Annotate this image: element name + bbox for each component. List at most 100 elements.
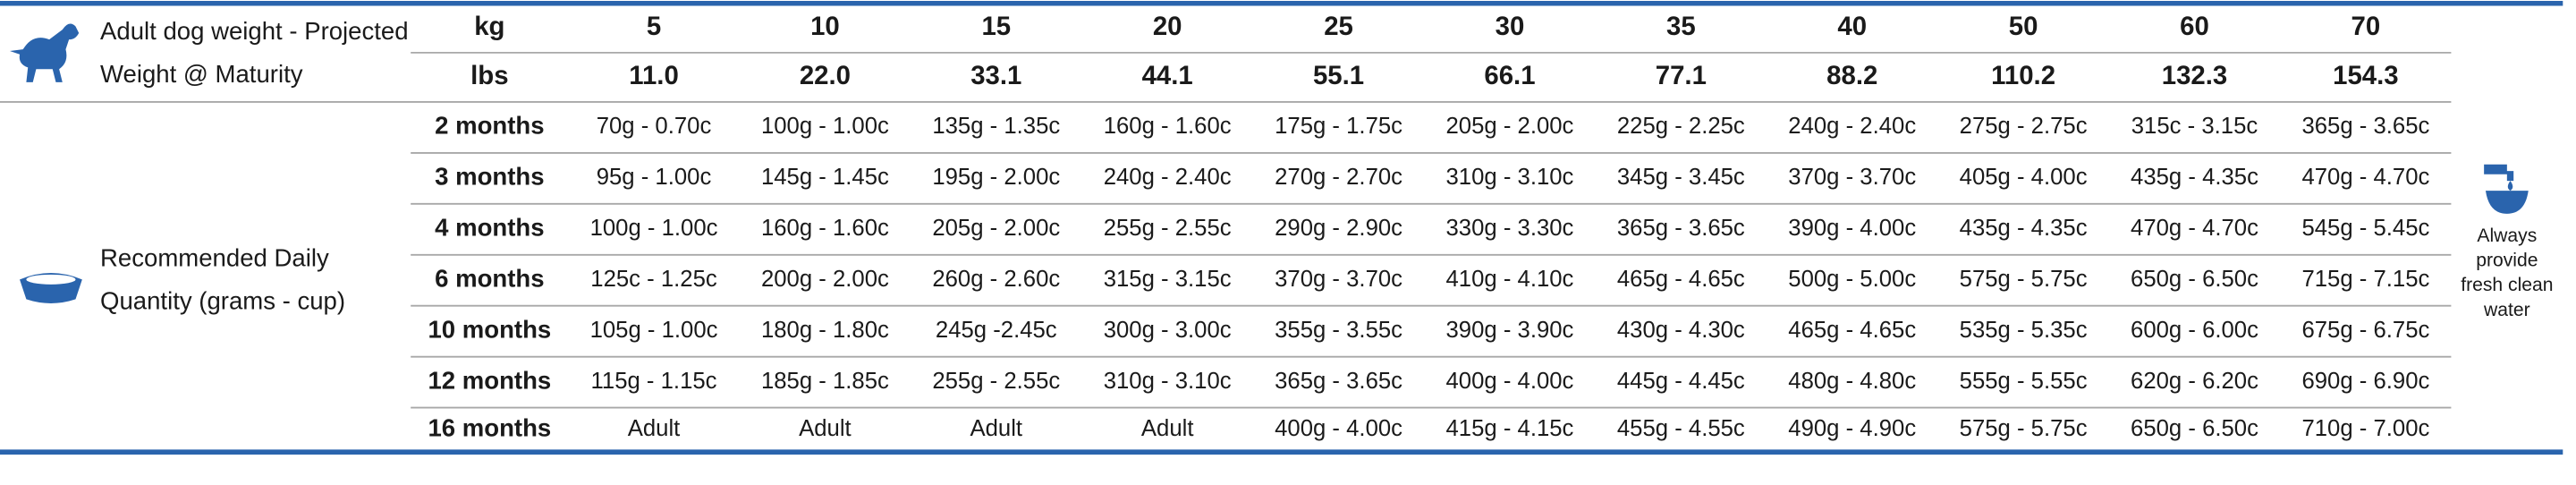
cell: 390g - 3.90c <box>1446 318 1574 343</box>
weight-label: Weight @ Maturity <box>100 60 303 88</box>
cell: 365g - 3.65c <box>2301 114 2429 139</box>
cell: 600g - 6.00c <box>2131 318 2258 343</box>
cell: 245g -2.45c <box>936 318 1057 343</box>
age-label: 3 months <box>435 163 544 191</box>
cell: 435g - 4.35c <box>1960 216 2088 241</box>
grid <box>0 51 2452 409</box>
kg-label: kg <box>474 12 504 41</box>
cell: 365g - 3.65c <box>1275 369 1402 394</box>
weight-label: Adult dog weight - Projected <box>100 17 409 45</box>
cell: 650g - 6.50c <box>2131 416 2258 441</box>
water-bowl-icon <box>2485 191 2529 214</box>
lbs-value: 110.2 <box>1991 61 2055 90</box>
cell: 405g - 4.00c <box>1960 165 2088 190</box>
quantity-label: Recommended Daily <box>100 244 329 272</box>
cell: 185g - 1.85c <box>761 369 889 394</box>
cell: 400g - 4.00c <box>1275 416 1402 441</box>
cell: 275g - 2.75c <box>1960 114 2088 139</box>
cell: 465g - 4.65c <box>1617 267 1745 292</box>
cell: 430g - 4.30c <box>1617 318 1745 343</box>
age-label: 12 months <box>428 366 551 394</box>
cell: 415g - 4.15c <box>1446 416 1574 441</box>
cell: 465g - 4.65c <box>1788 318 1916 343</box>
cell: 435g - 4.35c <box>2131 165 2258 190</box>
cell: 330g - 3.30c <box>1446 216 1574 241</box>
water-note: fresh clean <box>2461 275 2553 295</box>
cell: 470g - 4.70c <box>2131 216 2258 241</box>
cell: Adult <box>1141 416 1194 441</box>
cell: 545g - 5.45c <box>2301 216 2429 241</box>
lbs-label: lbs <box>470 61 508 90</box>
cell: 365g - 3.65c <box>1617 216 1745 241</box>
lbs-value: 44.1 <box>1142 61 1193 90</box>
lbs-value: 77.1 <box>1656 61 1707 90</box>
cell: 500g - 5.00c <box>1788 267 1916 292</box>
cell: 575g - 5.75c <box>1960 416 2088 441</box>
cell: 400g - 4.00c <box>1446 369 1574 394</box>
cell: 115g - 1.15c <box>591 369 717 394</box>
cell: 455g - 4.55c <box>1617 416 1745 441</box>
lbs-value: 33.1 <box>970 61 1021 90</box>
lbs-value: 132.3 <box>2162 61 2228 90</box>
cell: 95g - 1.00c <box>597 165 712 190</box>
kg-value: 25 <box>1324 12 1353 41</box>
cell: 195g - 2.00c <box>932 165 1060 190</box>
cell: 575g - 5.75c <box>1960 267 2088 292</box>
cell: Adult <box>970 416 1022 441</box>
cell: 175g - 1.75c <box>1275 114 1402 139</box>
cell: 620g - 6.20c <box>2131 369 2258 394</box>
lbs-value: 11.0 <box>629 61 679 90</box>
cell: 715g - 7.15c <box>2301 267 2429 292</box>
water-drop <box>2507 181 2513 191</box>
cell: 410g - 4.10c <box>1446 267 1574 292</box>
cell: 315g - 3.15c <box>1104 267 1232 292</box>
cell: 260g - 2.60c <box>932 267 1060 292</box>
age-label: 2 months <box>435 112 544 140</box>
tap-icon <box>2484 164 2514 182</box>
lbs-value: 88.2 <box>1826 61 1877 90</box>
cell: 445g - 4.45c <box>1617 369 1745 394</box>
kg-value: 35 <box>1666 12 1696 41</box>
cell: 125c - 1.25c <box>590 267 717 292</box>
cell: 105g - 1.00c <box>590 318 718 343</box>
lbs-value: 154.3 <box>2333 61 2399 90</box>
kg-value: 30 <box>1496 12 1525 41</box>
cell: 300g - 3.00c <box>1104 318 1232 343</box>
cell: 240g - 2.40c <box>1104 165 1232 190</box>
age-label: 16 months <box>428 414 551 442</box>
cell: 270g - 2.70c <box>1275 165 1402 190</box>
cell: 240g - 2.40c <box>1788 114 1916 139</box>
cell: 650g - 6.50c <box>2131 267 2258 292</box>
cell: 100g - 1.00c <box>590 216 718 241</box>
kg-value: 70 <box>2351 12 2381 41</box>
cell: 180g - 1.80c <box>761 318 889 343</box>
cell: 225g - 2.25c <box>1617 114 1745 139</box>
age-label: 6 months <box>435 265 544 293</box>
kg-value: 20 <box>1153 12 1182 41</box>
cell: 205g - 2.00c <box>1446 114 1574 139</box>
kg-value: 40 <box>1837 12 1867 41</box>
cell: 480g - 4.80c <box>1788 369 1916 394</box>
cell: 355g - 3.55c <box>1275 318 1402 343</box>
cell: Adult <box>799 416 852 441</box>
cell: 535g - 5.35c <box>1960 318 2088 343</box>
water-note: water <box>2483 300 2530 320</box>
cell: 160g - 1.60c <box>1104 114 1232 139</box>
cell: 135g - 1.35c <box>932 114 1060 139</box>
cell: 370g - 3.70c <box>1275 267 1402 292</box>
kg-value: 15 <box>981 12 1011 41</box>
quantity-label: Quantity (grams - cup) <box>100 286 345 314</box>
cell: 70g - 0.70c <box>597 114 712 139</box>
cell: 675g - 6.75c <box>2301 318 2429 343</box>
bowl-rim <box>26 274 76 285</box>
cell: 470g - 4.70c <box>2301 165 2429 190</box>
lbs-value: 55.1 <box>1313 61 1364 90</box>
cell: 145g - 1.45c <box>761 165 889 190</box>
cell: 390g - 4.00c <box>1788 216 1916 241</box>
cell: 490g - 4.90c <box>1788 416 1916 441</box>
cell: 255g - 2.55c <box>1104 216 1232 241</box>
age-label: 10 months <box>428 315 551 343</box>
